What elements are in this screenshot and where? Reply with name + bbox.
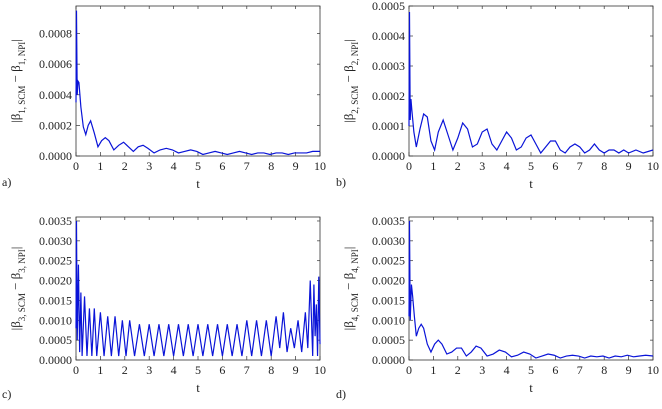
panel-label: d) (336, 387, 346, 401)
plot-frame (408, 216, 654, 361)
y-tick-label: 0.0005 (39, 333, 72, 347)
panel-label: b) (336, 175, 346, 189)
y-tick-label: 0.0015 (39, 293, 72, 307)
x-tick-label: 2 (122, 363, 128, 377)
x-tick-label: 6 (552, 159, 558, 173)
x-tick-label: 7 (577, 159, 583, 173)
plot-frame (75, 5, 321, 157)
y-axis-label: |β4, SCM − β4, NPI| (341, 247, 360, 331)
y-tick-label: 0.0004 (372, 29, 405, 43)
x-tick-label: 6 (552, 363, 558, 377)
x-tick-label: 0 (73, 159, 79, 173)
panel-label: a) (2, 175, 11, 189)
y-tick-label: 0.0008 (39, 27, 72, 41)
y-tick-label: 0.0025 (39, 254, 72, 268)
x-axis-label: t (196, 176, 200, 191)
x-tick-label: 2 (455, 363, 461, 377)
x-tick-label: 10 (647, 363, 659, 377)
y-tick-label: 0.0025 (372, 254, 405, 268)
x-tick-label: 8 (601, 159, 607, 173)
x-tick-label: 8 (601, 363, 607, 377)
x-tick-label: 10 (647, 159, 659, 173)
x-axis-label: t (529, 176, 533, 191)
y-tick-label: 0.0000 (39, 353, 72, 367)
series-line (408, 11, 654, 155)
x-tick-label: 2 (455, 159, 461, 173)
x-tick-label: 4 (504, 159, 510, 173)
x-tick-label: 3 (146, 363, 152, 377)
series-line (75, 10, 320, 156)
x-tick-label: 5 (528, 363, 534, 377)
x-tick-label: 1 (430, 159, 436, 173)
y-tick-label: 0.0030 (39, 234, 72, 248)
y-axis-label: |β3, SCM − β3, NPI| (8, 247, 27, 331)
x-axis-label: t (529, 380, 533, 395)
x-tick-label: 6 (219, 159, 225, 173)
x-tick-label: 9 (293, 159, 299, 173)
y-axis-label: |β2, SCM − β2, NPI| (341, 39, 360, 123)
y-tick-label: 0.0015 (372, 293, 405, 307)
x-tick-label: 9 (626, 159, 632, 173)
x-axis-label: t (196, 380, 200, 395)
x-tick-label: 4 (171, 159, 177, 173)
x-tick-label: 9 (293, 363, 299, 377)
x-tick-label: 7 (577, 363, 583, 377)
x-tick-label: 8 (268, 159, 274, 173)
series-line (75, 220, 321, 357)
x-tick-label: 0 (406, 159, 412, 173)
y-tick-label: 0.0010 (372, 313, 405, 327)
y-tick-label: 0.0020 (39, 274, 72, 288)
panel-2: 0 1 2 3 4 5 6 7 8 9 10 0.0000 0.0001 0.0002 0.0003 0.00… (336, 0, 659, 191)
x-tick-label: 1 (97, 363, 103, 377)
x-tick-label: 4 (504, 363, 510, 377)
x-tick-label: 4 (171, 363, 177, 377)
x-tick-label: 2 (122, 159, 128, 173)
x-tick-label: 3 (146, 159, 152, 173)
x-tick-label: 1 (97, 159, 103, 173)
y-tick-label: 0.0000 (372, 149, 405, 163)
x-tick-label: 3 (479, 159, 485, 173)
x-tick-label: 7 (244, 159, 250, 173)
x-tick-label: 3 (479, 363, 485, 377)
y-tick-label: 0.0001 (372, 119, 405, 133)
x-tick-label: 1 (430, 363, 436, 377)
panel-4: 0 1 2 3 4 5 6 7 8 9 10 0.0000 0.0005 0.0010 0.0015 0.00… (336, 214, 659, 401)
series-line (408, 220, 654, 359)
x-tick-label: 5 (195, 159, 201, 173)
y-axis-label: |β1, SCM − β1, NPI| (8, 39, 27, 123)
x-tick-label: 0 (73, 363, 79, 377)
y-tick-label: 0.0006 (39, 57, 72, 71)
y-tick-label: 0.0003 (372, 59, 405, 73)
x-tick-label: 9 (626, 363, 632, 377)
panel-1: 0 1 2 3 4 5 6 7 8 9 10 0.0000 0.0002 0.0004 0.0006 0.00… (2, 5, 326, 191)
x-tick-label: 5 (528, 159, 534, 173)
y-tick-label: 0.0002 (39, 118, 72, 132)
y-tick-label: 0.0035 (372, 214, 405, 228)
plot-frame (408, 5, 654, 157)
y-tick-label: 0.0004 (39, 88, 72, 102)
y-tick-label: 0.0010 (39, 313, 72, 327)
y-tick-label: 0.0020 (372, 274, 405, 288)
x-tick-label: 10 (314, 159, 326, 173)
panel-3: 0 1 2 3 4 5 6 7 8 9 10 0.0000 0.0005 0.0010 0.0015 0.00… (2, 214, 326, 401)
x-tick-label: 6 (219, 363, 225, 377)
y-tick-label: 0.0005 (372, 0, 405, 13)
x-tick-label: 10 (314, 363, 326, 377)
y-tick-label: 0.0005 (372, 333, 405, 347)
y-tick-label: 0.0002 (372, 89, 405, 103)
y-tick-label: 0.0000 (39, 149, 72, 163)
x-tick-label: 7 (244, 363, 250, 377)
y-tick-label: 0.0000 (372, 353, 405, 367)
x-tick-label: 5 (195, 363, 201, 377)
panel-label: c) (2, 387, 11, 401)
x-tick-label: 0 (406, 363, 412, 377)
x-tick-label: 8 (268, 363, 274, 377)
y-tick-label: 0.0035 (39, 214, 72, 228)
y-tick-label: 0.0030 (372, 234, 405, 248)
